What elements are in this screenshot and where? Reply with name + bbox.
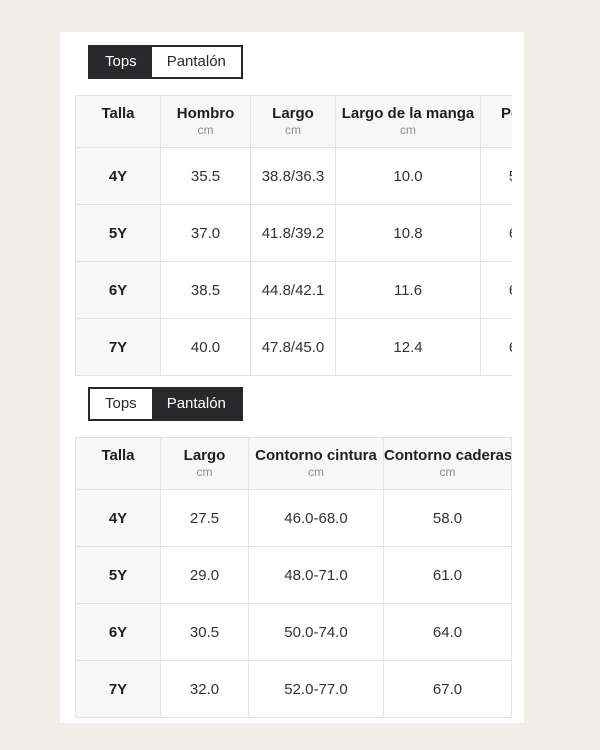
table-row: 4Y 27.5 46.0-68.0 58.0 [75, 489, 512, 547]
tops-section: Tops Pantalón Talla [75, 45, 512, 376]
table-row: 5Y 29.0 48.0-71.0 61.0 [75, 546, 512, 604]
column-header-contorno-caderas: Contorno caderas cm [383, 437, 512, 490]
value-cell: 27.5 [160, 489, 249, 547]
pantalon-tab-group: Tops Pantalón [88, 387, 243, 421]
value-cell: 48.0-71.0 [248, 546, 384, 604]
column-label: Talla [101, 447, 135, 464]
size-cell: 6Y [75, 603, 161, 661]
column-header-hombro: Hombro cm [160, 95, 251, 148]
table-row: 7Y 32.0 52.0-77.0 67.0 [75, 660, 512, 718]
value-cell: 35.5 [160, 147, 251, 205]
column-label: Largo [272, 105, 314, 122]
size-cell: 7Y [75, 318, 161, 376]
value-cell: 58.0 [383, 489, 512, 547]
value-cell: 37.0 [160, 204, 251, 262]
column-unit: cm [482, 123, 513, 138]
value-cell: 10.8 [335, 204, 481, 262]
tops-size-table: Talla Hombro cm Largo cm [75, 95, 512, 376]
value-cell-clipped: 61.0 [480, 204, 512, 262]
value-cell: 46.0-68.0 [248, 489, 384, 547]
size-cell: 6Y [75, 261, 161, 319]
tops-tab-group: Tops Pantalón [88, 45, 243, 79]
table-row: 4Y 35.5 38.8/36.3 10.0 58.5 [75, 147, 512, 205]
tab-tops[interactable]: Tops [90, 389, 152, 419]
column-unit: cm [400, 123, 416, 137]
value-cell: 61.0 [383, 546, 512, 604]
pantalon-header-row: Talla Largo cm Contorno cintura cm [75, 437, 512, 490]
pantalon-section: Tops Pantalón Talla [75, 376, 512, 718]
value-cell: 10.0 [335, 147, 481, 205]
pantalon-size-table: Talla Largo cm Contorno cintura cm [75, 437, 512, 718]
tab-pantalon[interactable]: Pantalón [151, 389, 241, 419]
table-row: 7Y 40.0 47.8/45.0 12.4 66.0 [75, 318, 512, 376]
column-unit [77, 123, 160, 138]
column-label: Pecho [500, 105, 512, 122]
column-label: Largo [183, 447, 226, 464]
value-cell: 47.8/45.0 [250, 318, 336, 376]
value-cell-clipped: 63.5 [480, 261, 512, 319]
value-cell: 12.4 [335, 318, 481, 376]
tops-table-scroll-container[interactable]: Talla Hombro cm Largo cm [75, 95, 512, 376]
value-cell: 38.5 [160, 261, 251, 319]
column-unit: cm [439, 465, 456, 479]
column-unit: cm [197, 123, 214, 137]
column-header-talla: Talla [75, 95, 161, 148]
value-cell: 44.8/42.1 [250, 261, 336, 319]
value-cell: 11.6 [335, 261, 481, 319]
value-cell: 40.0 [160, 318, 251, 376]
size-cell: 4Y [75, 489, 161, 547]
value-cell: 41.8/39.2 [250, 204, 336, 262]
column-header-contorno-cintura: Contorno cintura cm [248, 437, 384, 490]
value-cell-clipped: 58.5 [480, 147, 512, 205]
tops-header-row: Talla Hombro cm Largo cm [75, 95, 513, 148]
value-cell: 67.0 [383, 660, 512, 718]
tab-tops[interactable]: Tops [90, 47, 152, 77]
column-unit: cm [196, 465, 213, 479]
tab-pantalon[interactable]: Pantalón [151, 47, 241, 77]
column-unit: cm [285, 123, 301, 137]
table-row: 5Y 37.0 41.8/39.2 10.8 61.0 [75, 204, 512, 262]
column-unit: cm [308, 465, 324, 479]
value-cell: 32.0 [160, 660, 249, 718]
value-cell: 50.0-74.0 [248, 603, 384, 661]
table-row: 6Y 38.5 44.8/42.1 11.6 63.5 [75, 261, 512, 319]
size-cell: 4Y [75, 147, 161, 205]
column-label: Hombro [176, 105, 235, 122]
column-label: Contorno cintura [255, 447, 377, 464]
column-unit [77, 465, 160, 480]
value-cell: 30.5 [160, 603, 249, 661]
column-label: Contorno caderas [384, 447, 512, 464]
table-row: 6Y 30.5 50.0-74.0 64.0 [75, 603, 512, 661]
size-cell: 5Y [75, 546, 161, 604]
column-header-talla: Talla [75, 437, 161, 490]
value-cell: 64.0 [383, 603, 512, 661]
value-cell: 52.0-77.0 [248, 660, 384, 718]
column-label: Talla [101, 105, 135, 122]
column-header-largo: Largo cm [250, 95, 336, 148]
column-label: Largo de la manga [341, 105, 475, 122]
size-cell: 5Y [75, 204, 161, 262]
column-header-pecho-clipped: Pecho cm [480, 95, 513, 148]
size-cell: 7Y [75, 660, 161, 718]
value-cell: 38.8/36.3 [250, 147, 336, 205]
pantalon-table-scroll-container[interactable]: Talla Largo cm Contorno cintura cm [75, 437, 512, 718]
column-header-manga: Largo de la manga cm [335, 95, 481, 148]
value-cell: 29.0 [160, 546, 249, 604]
column-header-largo: Largo cm [160, 437, 249, 490]
size-chart-card: Tops Pantalón Talla [60, 32, 524, 723]
value-cell-clipped: 66.0 [480, 318, 512, 376]
